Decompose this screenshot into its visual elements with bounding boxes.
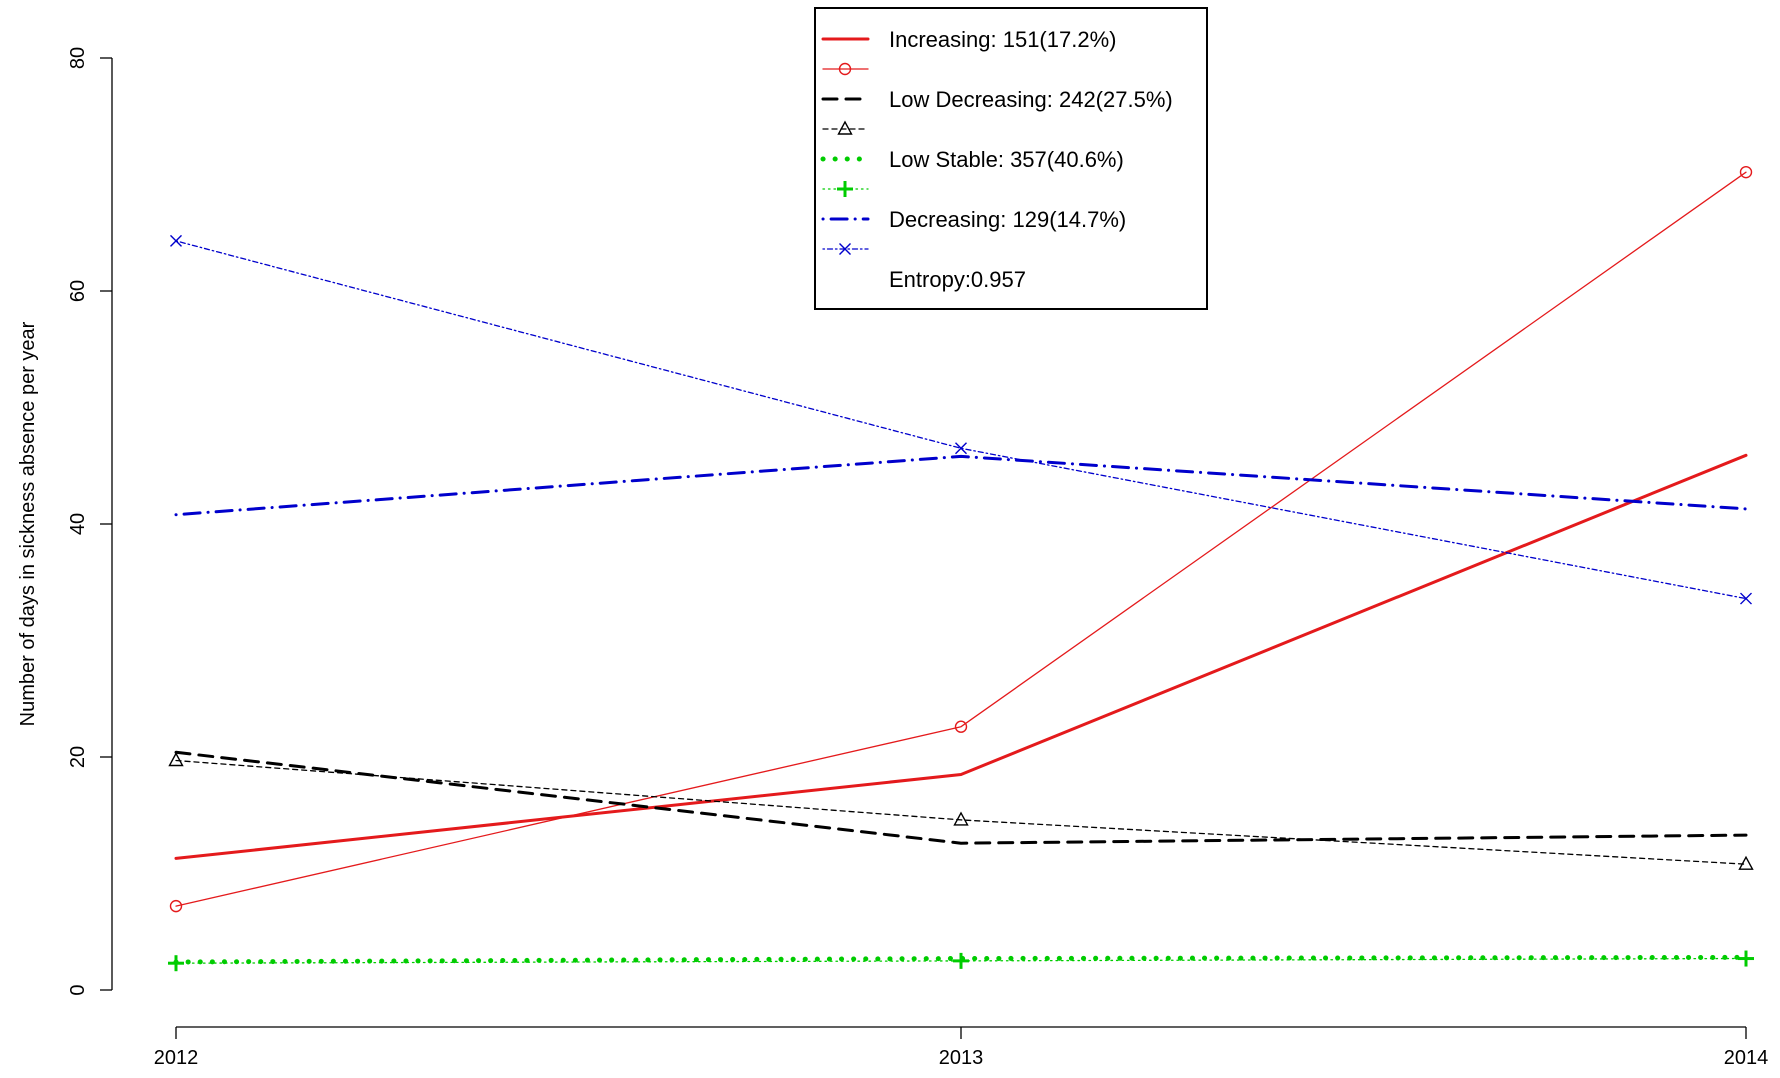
data-point-circle [169,899,183,913]
series-observed-3 [168,752,1754,870]
y-ticks: 0 20 40 60 80 [67,47,112,996]
legend: Increasing: 151(17.2%) Low Decreasing: 24… [814,7,1208,310]
legend-label: Low Stable: 357(40.6%) [889,147,1124,172]
legend-label: Low Decreasing: 242(27.5%) [889,87,1173,112]
x-tick-label: 2013 [939,1047,984,1069]
legend-entry [822,120,869,135]
legend-marker-cross [839,243,851,255]
series-line [174,750,1748,845]
data-point-plus [168,955,184,972]
data-point-plus [953,952,969,969]
legend-entry [822,243,869,255]
legend-entry: Low Stable: 357(40.6%) [820,147,1124,172]
legend-box [814,7,1208,310]
legend-label: Decreasing: 129(14.7%) [889,207,1126,232]
legend-entry: Low Decreasing: 242(27.5%) [821,87,1173,112]
legend-marker-circle [838,62,852,76]
data-point-triangle [953,811,969,826]
series-model-6 [174,454,1748,517]
series-line [174,454,1748,517]
legend-entry: Increasing: 151(17.2%) [821,27,1116,52]
data-point-circle [1739,165,1753,179]
series-line [175,171,1747,907]
x-tick-label: 2014 [1724,1047,1769,1069]
y-tick-label: 20 [67,746,89,768]
legend-entry [822,62,869,76]
y-axis-label: Number of days in sickness absence per y… [17,321,39,726]
legend-entry: Decreasing: 129(14.7%) [821,207,1126,232]
y-tick-label: 60 [67,280,89,302]
legend-marker-triangle [837,120,853,135]
series-layer [168,165,1754,972]
data-point-plus [1738,950,1754,967]
data-point-cross [955,442,967,455]
series-line [174,453,1748,860]
data-point-circle [954,720,968,733]
y-tick-label: 0 [67,984,89,995]
x-ticks: 2012 2013 2014 [154,1027,1769,1069]
series-model-2 [174,750,1748,845]
series-model-0 [174,453,1748,860]
y-tick-label: 40 [67,513,89,535]
data-point-triangle [1738,855,1754,870]
legend-marker-plus [837,181,853,197]
legend-entropy-label: Entropy:0.957 [889,267,1026,292]
legend-label: Increasing: 151(17.2%) [889,27,1116,52]
series-line [175,759,1747,865]
legend-entry [822,181,869,197]
data-point-cross [1740,592,1752,605]
data-point-cross [170,234,182,247]
series-observed-7 [170,234,1752,605]
series-observed-5 [168,950,1754,972]
legend-items: Increasing: 151(17.2%) Low Decreasing: 24… [820,27,1173,255]
y-tick-label: 80 [67,47,89,69]
series-observed-1 [169,165,1753,913]
data-point-triangle [168,752,184,767]
x-tick-label: 2012 [154,1047,199,1069]
